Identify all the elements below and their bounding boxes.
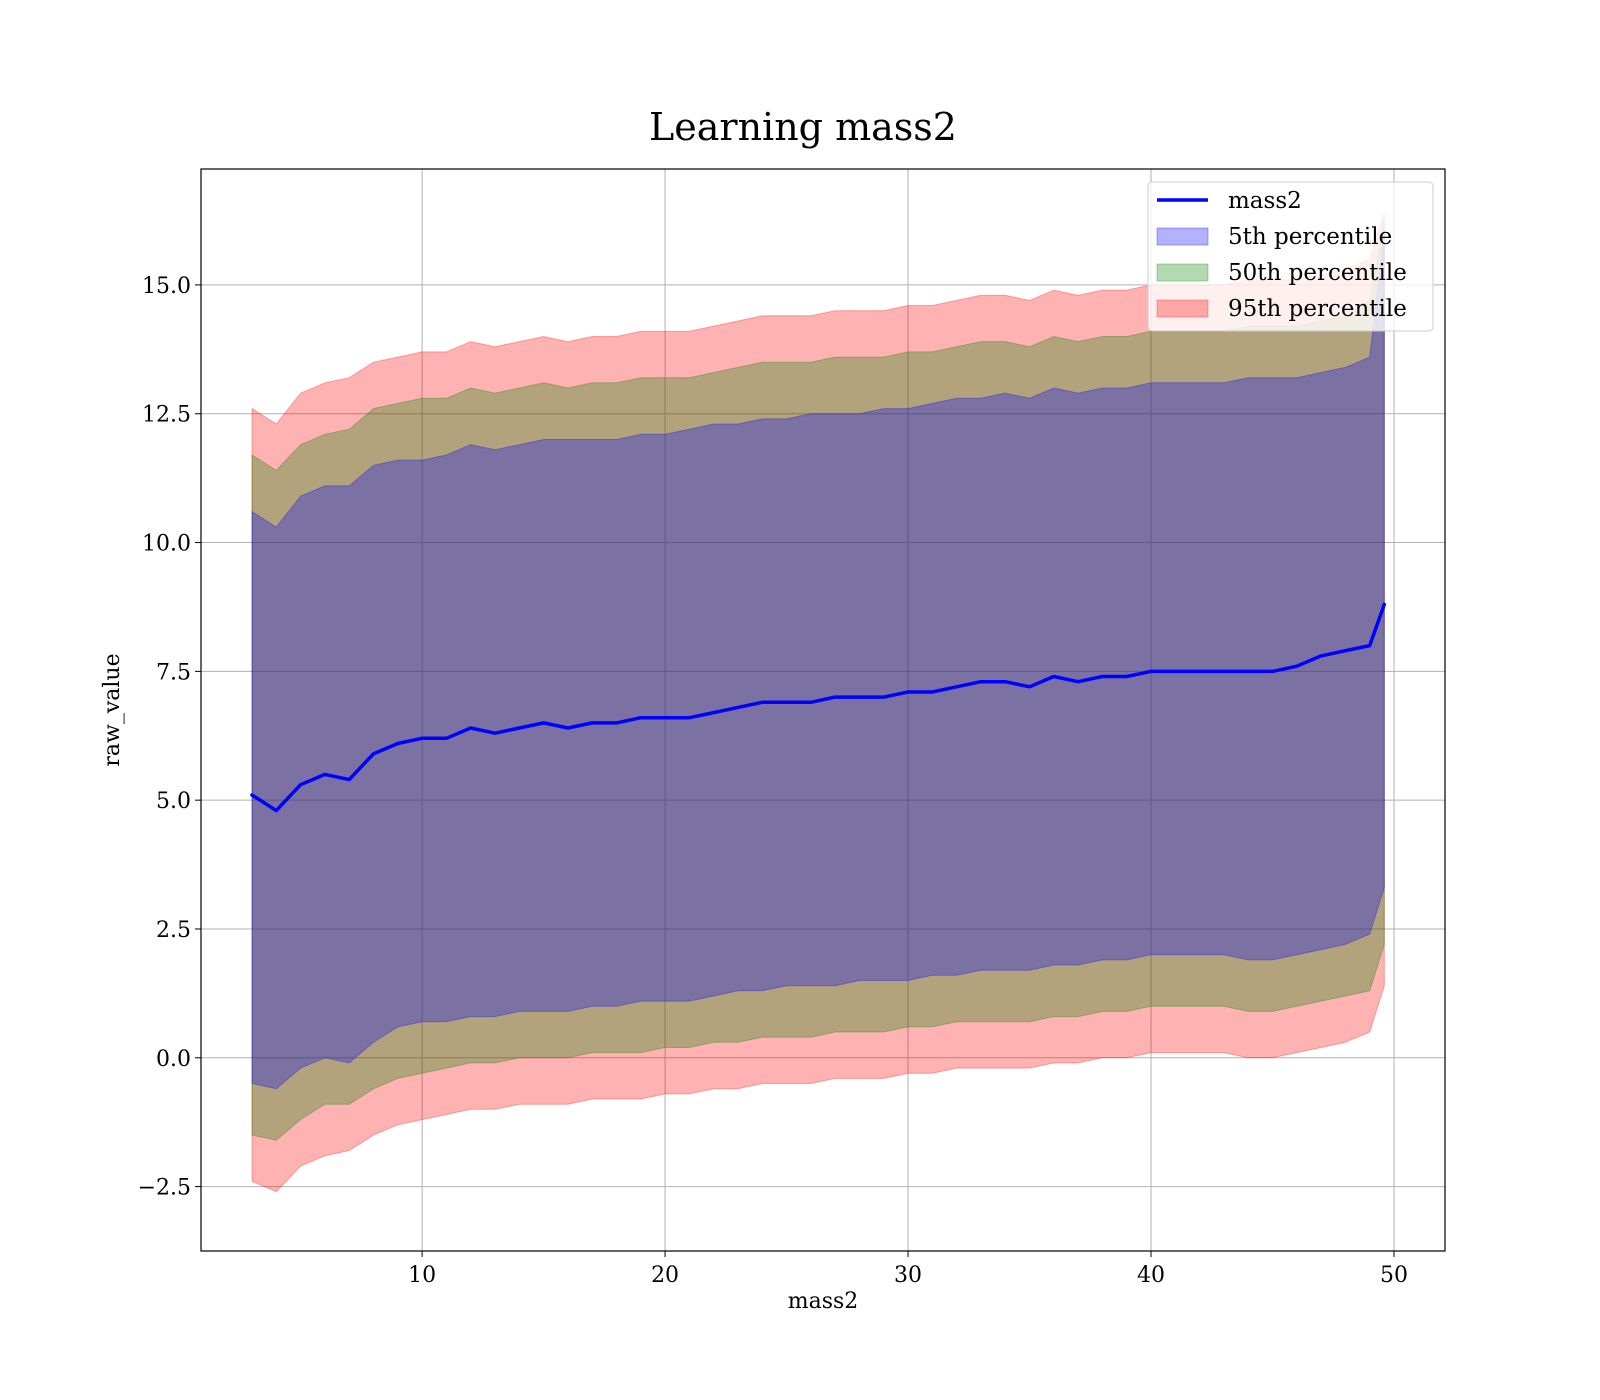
legend-box <box>1147 181 1434 332</box>
y-tick-label: 12.5 <box>142 403 191 428</box>
band-5th-percentile <box>251 233 1385 1090</box>
y-tick-label: 5.0 <box>156 789 191 814</box>
legend-label-5th-percentile: 5th percentile <box>1228 224 1392 250</box>
plot-frame <box>200 168 1446 1252</box>
plot-area: 10 20 30 40 50 −2.5 0.0 2.5 5.0 7.5 10.0 12.5 15.0 <box>138 168 1446 1288</box>
legend: mass2 5th percentile 50th percentile 95t… <box>1147 181 1434 332</box>
y-tick-label: 7.5 <box>156 660 191 685</box>
y-tick-label: 10.0 <box>142 532 191 557</box>
x-tick-label: 10 <box>408 1263 436 1288</box>
y-tick-label: 15.0 <box>142 274 191 299</box>
y-tick-label: 2.5 <box>156 918 191 943</box>
x-tick-label: 30 <box>894 1263 922 1288</box>
x-tick-label: 50 <box>1380 1263 1408 1288</box>
percentile-bands <box>251 212 1385 1193</box>
series-line-group <box>250 602 1387 813</box>
plot-background <box>201 169 1445 1251</box>
band-50th-percentile <box>251 223 1385 1141</box>
y-axis-ticks: −2.5 0.0 2.5 5.0 7.5 10.0 12.5 15.0 <box>138 274 201 1201</box>
x-tick-label: 40 <box>1137 1263 1165 1288</box>
legend-swatch-5th-percentile <box>1156 227 1209 246</box>
grid <box>201 169 1445 1251</box>
series-line-mass2 <box>250 602 1387 813</box>
x-axis-label: mass2 <box>788 1289 859 1314</box>
legend-label-95th-percentile: 95th percentile <box>1228 296 1407 322</box>
legend-label-50th-percentile: 50th percentile <box>1228 260 1407 286</box>
x-axis-ticks: 10 20 30 40 50 <box>408 1251 1408 1288</box>
chart-title: Learning mass2 <box>649 105 957 149</box>
legend-swatch-95th-percentile <box>1156 299 1209 318</box>
y-tick-label: −2.5 <box>138 1176 191 1201</box>
y-tick-label: 0.0 <box>156 1047 191 1072</box>
legend-swatch-50th-percentile <box>1156 263 1209 282</box>
x-tick-label: 20 <box>651 1263 679 1288</box>
legend-label-mass2: mass2 <box>1228 188 1302 214</box>
y-axis-label: raw_value <box>100 653 125 766</box>
